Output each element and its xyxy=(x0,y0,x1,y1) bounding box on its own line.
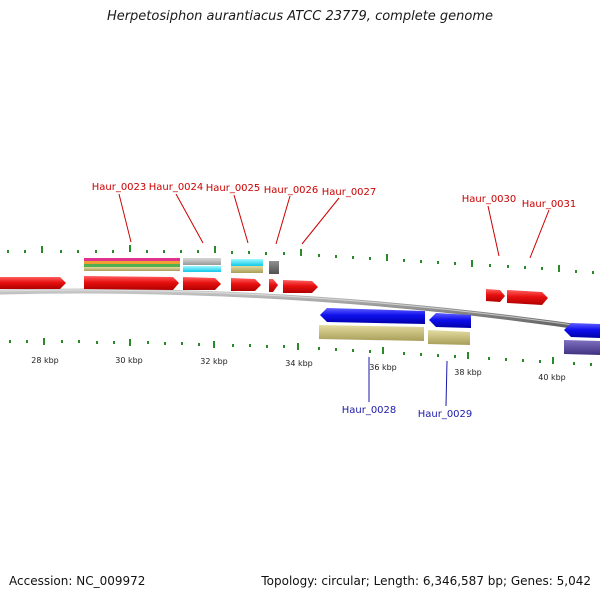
gene-arrow-forward[interactable] xyxy=(0,277,66,289)
feature-bar xyxy=(428,330,470,345)
kbp-label: 30 kbp xyxy=(115,356,143,365)
feature-annotations xyxy=(84,258,279,274)
gene-label[interactable]: Haur_0024 xyxy=(149,182,204,193)
genome-title: Herpetosiphon aurantiacus ATCC 23779, co… xyxy=(106,9,494,24)
gene-label[interactable]: Haur_0025 xyxy=(206,183,261,194)
reverse-gene-labels: Haur_0028 Haur_0029 xyxy=(342,405,473,420)
gene-arrow-forward[interactable] xyxy=(283,280,318,293)
gene-arrow-forward[interactable] xyxy=(231,278,261,291)
gene-label[interactable]: Haur_0026 xyxy=(264,185,319,196)
gene-label[interactable]: Haur_0027 xyxy=(322,187,377,198)
reverse-feature-annotations xyxy=(319,325,600,355)
kbp-label: 28 kbp xyxy=(31,356,59,365)
kbp-label: 40 kbp xyxy=(538,373,566,382)
gene-arrow-reverse[interactable] xyxy=(429,313,471,328)
reverse-genes xyxy=(320,308,600,338)
feature-bar xyxy=(231,266,263,273)
gene-arrow-reverse[interactable] xyxy=(564,323,600,338)
kbp-label: 34 kbp xyxy=(285,359,313,368)
genome-backbone xyxy=(0,288,600,333)
gene-label[interactable]: Haur_0029 xyxy=(418,409,473,420)
forward-genes xyxy=(0,276,548,305)
gene-arrow-forward[interactable] xyxy=(507,290,548,305)
feature-bar xyxy=(183,266,221,272)
forward-label-leaders xyxy=(118,193,550,259)
genome-summary-text: Topology: circular; Length: 6,346,587 bp… xyxy=(261,574,591,588)
gene-label[interactable]: Haur_0023 xyxy=(92,182,147,193)
feature-bar xyxy=(183,258,221,265)
feature-bar xyxy=(84,264,180,267)
gene-label[interactable]: Haur_0031 xyxy=(522,199,577,210)
gene-label[interactable]: Haur_0028 xyxy=(342,405,397,416)
feature-bar xyxy=(564,340,600,355)
feature-bar xyxy=(84,258,180,261)
feature-bar xyxy=(84,261,180,264)
gene-label[interactable]: Haur_0030 xyxy=(462,194,517,205)
kbp-scale-labels: 28 kbp 30 kbp 32 kbp 34 kbp 36 kbp 38 kb… xyxy=(31,356,566,382)
gene-arrow-forward[interactable] xyxy=(183,277,221,290)
kbp-label: 36 kbp xyxy=(369,363,397,372)
kbp-label: 32 kbp xyxy=(200,357,228,366)
accession-text: Accession: NC_009972 xyxy=(9,574,146,588)
feature-bar xyxy=(269,261,279,274)
kbp-label: 38 kbp xyxy=(454,368,482,377)
gene-arrow-forward[interactable] xyxy=(269,279,278,292)
gene-arrow-reverse[interactable] xyxy=(320,308,425,324)
forward-gene-labels: Haur_0023 Haur_0024 Haur_0025 Haur_0026 … xyxy=(92,182,577,210)
gene-arrow-forward[interactable] xyxy=(486,289,505,302)
feature-bar xyxy=(319,325,424,341)
reverse-label-leaders xyxy=(368,357,448,407)
gene-arrow-forward[interactable] xyxy=(84,276,179,290)
feature-bar xyxy=(231,259,263,266)
feature-bar xyxy=(84,267,180,271)
outer-tick-row xyxy=(7,245,594,274)
inner-tick-row xyxy=(9,338,592,366)
